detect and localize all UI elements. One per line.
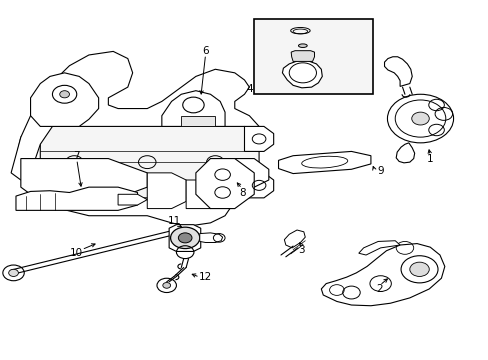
Polygon shape [395, 143, 414, 163]
Circle shape [60, 91, 69, 98]
Polygon shape [244, 126, 273, 152]
Polygon shape [200, 233, 222, 243]
Polygon shape [384, 57, 411, 86]
Circle shape [163, 283, 170, 288]
Polygon shape [186, 180, 224, 208]
Text: 1: 1 [426, 154, 433, 164]
Text: 4: 4 [245, 84, 252, 94]
Text: 9: 9 [377, 166, 383, 176]
Polygon shape [284, 230, 305, 248]
Ellipse shape [298, 44, 306, 48]
Polygon shape [181, 116, 215, 126]
Text: 10: 10 [70, 248, 83, 258]
Polygon shape [16, 51, 259, 226]
Polygon shape [278, 152, 370, 174]
Circle shape [170, 227, 200, 249]
Circle shape [9, 269, 19, 276]
Circle shape [411, 112, 428, 125]
Polygon shape [30, 73, 99, 126]
Polygon shape [40, 126, 259, 198]
Polygon shape [321, 244, 444, 306]
Polygon shape [21, 158, 147, 202]
Polygon shape [162, 91, 224, 126]
Text: 8: 8 [238, 188, 245, 198]
Polygon shape [118, 194, 147, 205]
Polygon shape [358, 241, 399, 255]
Circle shape [178, 233, 192, 243]
Polygon shape [290, 51, 314, 62]
Text: 6: 6 [202, 46, 208, 56]
Text: 12: 12 [199, 272, 212, 282]
Text: 2: 2 [376, 284, 382, 294]
Polygon shape [11, 102, 60, 180]
Polygon shape [196, 158, 254, 208]
Text: 7: 7 [73, 151, 80, 161]
Polygon shape [282, 61, 322, 88]
Bar [254, 19, 372, 94]
Polygon shape [244, 173, 273, 198]
Circle shape [409, 262, 428, 276]
Polygon shape [147, 173, 186, 208]
Polygon shape [16, 187, 137, 210]
Text: 5: 5 [275, 54, 281, 64]
Text: 11: 11 [167, 216, 180, 226]
Text: 3: 3 [298, 245, 305, 255]
Polygon shape [224, 158, 268, 187]
Polygon shape [169, 225, 201, 251]
